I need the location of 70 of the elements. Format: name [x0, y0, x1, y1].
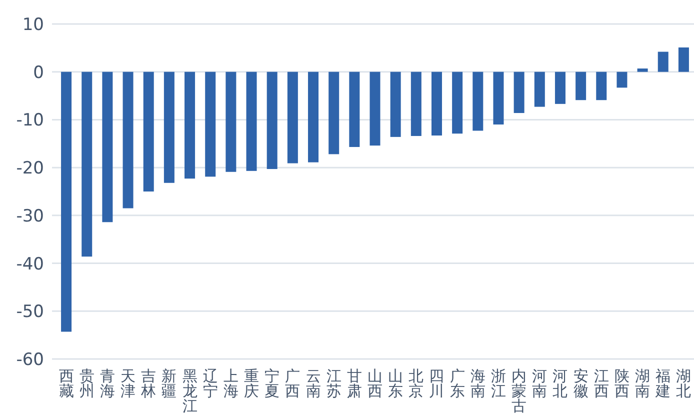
x-tick-label: 河北: [552, 367, 568, 400]
bar: [472, 72, 484, 131]
bar: [637, 68, 648, 72]
x-tick-label: 江苏: [326, 367, 342, 400]
bar: [616, 72, 628, 88]
x-tick-label: 上海: [223, 367, 238, 400]
x-tick-label: 湖南: [635, 367, 650, 400]
x-tick-label: 甘肃: [346, 367, 362, 400]
bar: [554, 72, 566, 104]
bar: [184, 72, 196, 179]
bar: [287, 72, 298, 164]
bar: [596, 72, 607, 100]
bar: [266, 72, 278, 170]
x-tick-label: 山东: [388, 367, 404, 400]
x-tick-label: 云南: [306, 367, 321, 400]
bar: [122, 72, 134, 208]
x-tick-label: 吉林: [140, 367, 156, 400]
x-tick-label: 浙江: [490, 367, 506, 400]
x-tick-label: 内蒙古: [512, 367, 527, 415]
bar: [226, 72, 236, 172]
x-tick-label: 四川: [429, 367, 444, 400]
x-tick-label: 山西: [368, 367, 382, 400]
x-tick-label: 天津: [120, 367, 136, 400]
bar: [308, 72, 319, 162]
x-tick-label: 福建: [654, 367, 671, 400]
x-tick-label: 青海: [100, 367, 115, 400]
y-tick-label: 10: [22, 15, 44, 35]
x-tick-label: 辽宁: [202, 367, 218, 400]
bar: [493, 72, 504, 124]
y-tick-label: -20: [16, 158, 44, 179]
bar: [61, 72, 72, 332]
x-tick-label: 广西: [285, 367, 300, 400]
bar: [246, 72, 257, 171]
bar: [452, 72, 463, 134]
bar: [431, 72, 442, 136]
x-tick-label: 湖北: [676, 367, 692, 400]
bar: [370, 72, 380, 146]
bar: [390, 72, 401, 137]
bar: [102, 72, 113, 222]
bar: [678, 47, 689, 72]
x-tick-label: 西藏: [58, 367, 74, 400]
x-tick-label: 安徽: [573, 367, 588, 400]
x-tick-label: 宁夏: [264, 367, 280, 400]
x-tick-label: 陕西: [614, 367, 630, 400]
x-tick-label: 新疆: [162, 367, 177, 400]
y-tick-label: -50: [16, 302, 44, 322]
bar: [82, 72, 92, 257]
y-tick-label: -40: [16, 254, 44, 274]
bar: [534, 72, 545, 107]
bar: [658, 52, 668, 72]
x-tick-label: 贵州: [79, 367, 94, 400]
bar: [576, 72, 586, 100]
bar: [205, 72, 216, 177]
x-tick-label: 江西: [594, 367, 609, 400]
bar: [514, 72, 524, 114]
x-tick-label: 海南: [470, 367, 486, 400]
bar: [349, 72, 360, 147]
y-tick-label: 0: [33, 62, 44, 83]
x-tick-label: 黑龙江: [182, 367, 198, 415]
bar: [143, 72, 154, 192]
y-tick-label: -10: [16, 110, 44, 131]
bar: [164, 72, 174, 183]
x-tick-label: 北京: [408, 367, 424, 400]
x-tick-label: 河南: [532, 367, 548, 400]
bar: [328, 72, 340, 154]
x-tick-label: 重庆: [244, 367, 260, 400]
y-tick-label: -60: [16, 350, 44, 370]
x-tick-label: 广东: [450, 367, 465, 400]
y-tick-label: -30: [16, 206, 44, 226]
bar: [410, 72, 422, 136]
